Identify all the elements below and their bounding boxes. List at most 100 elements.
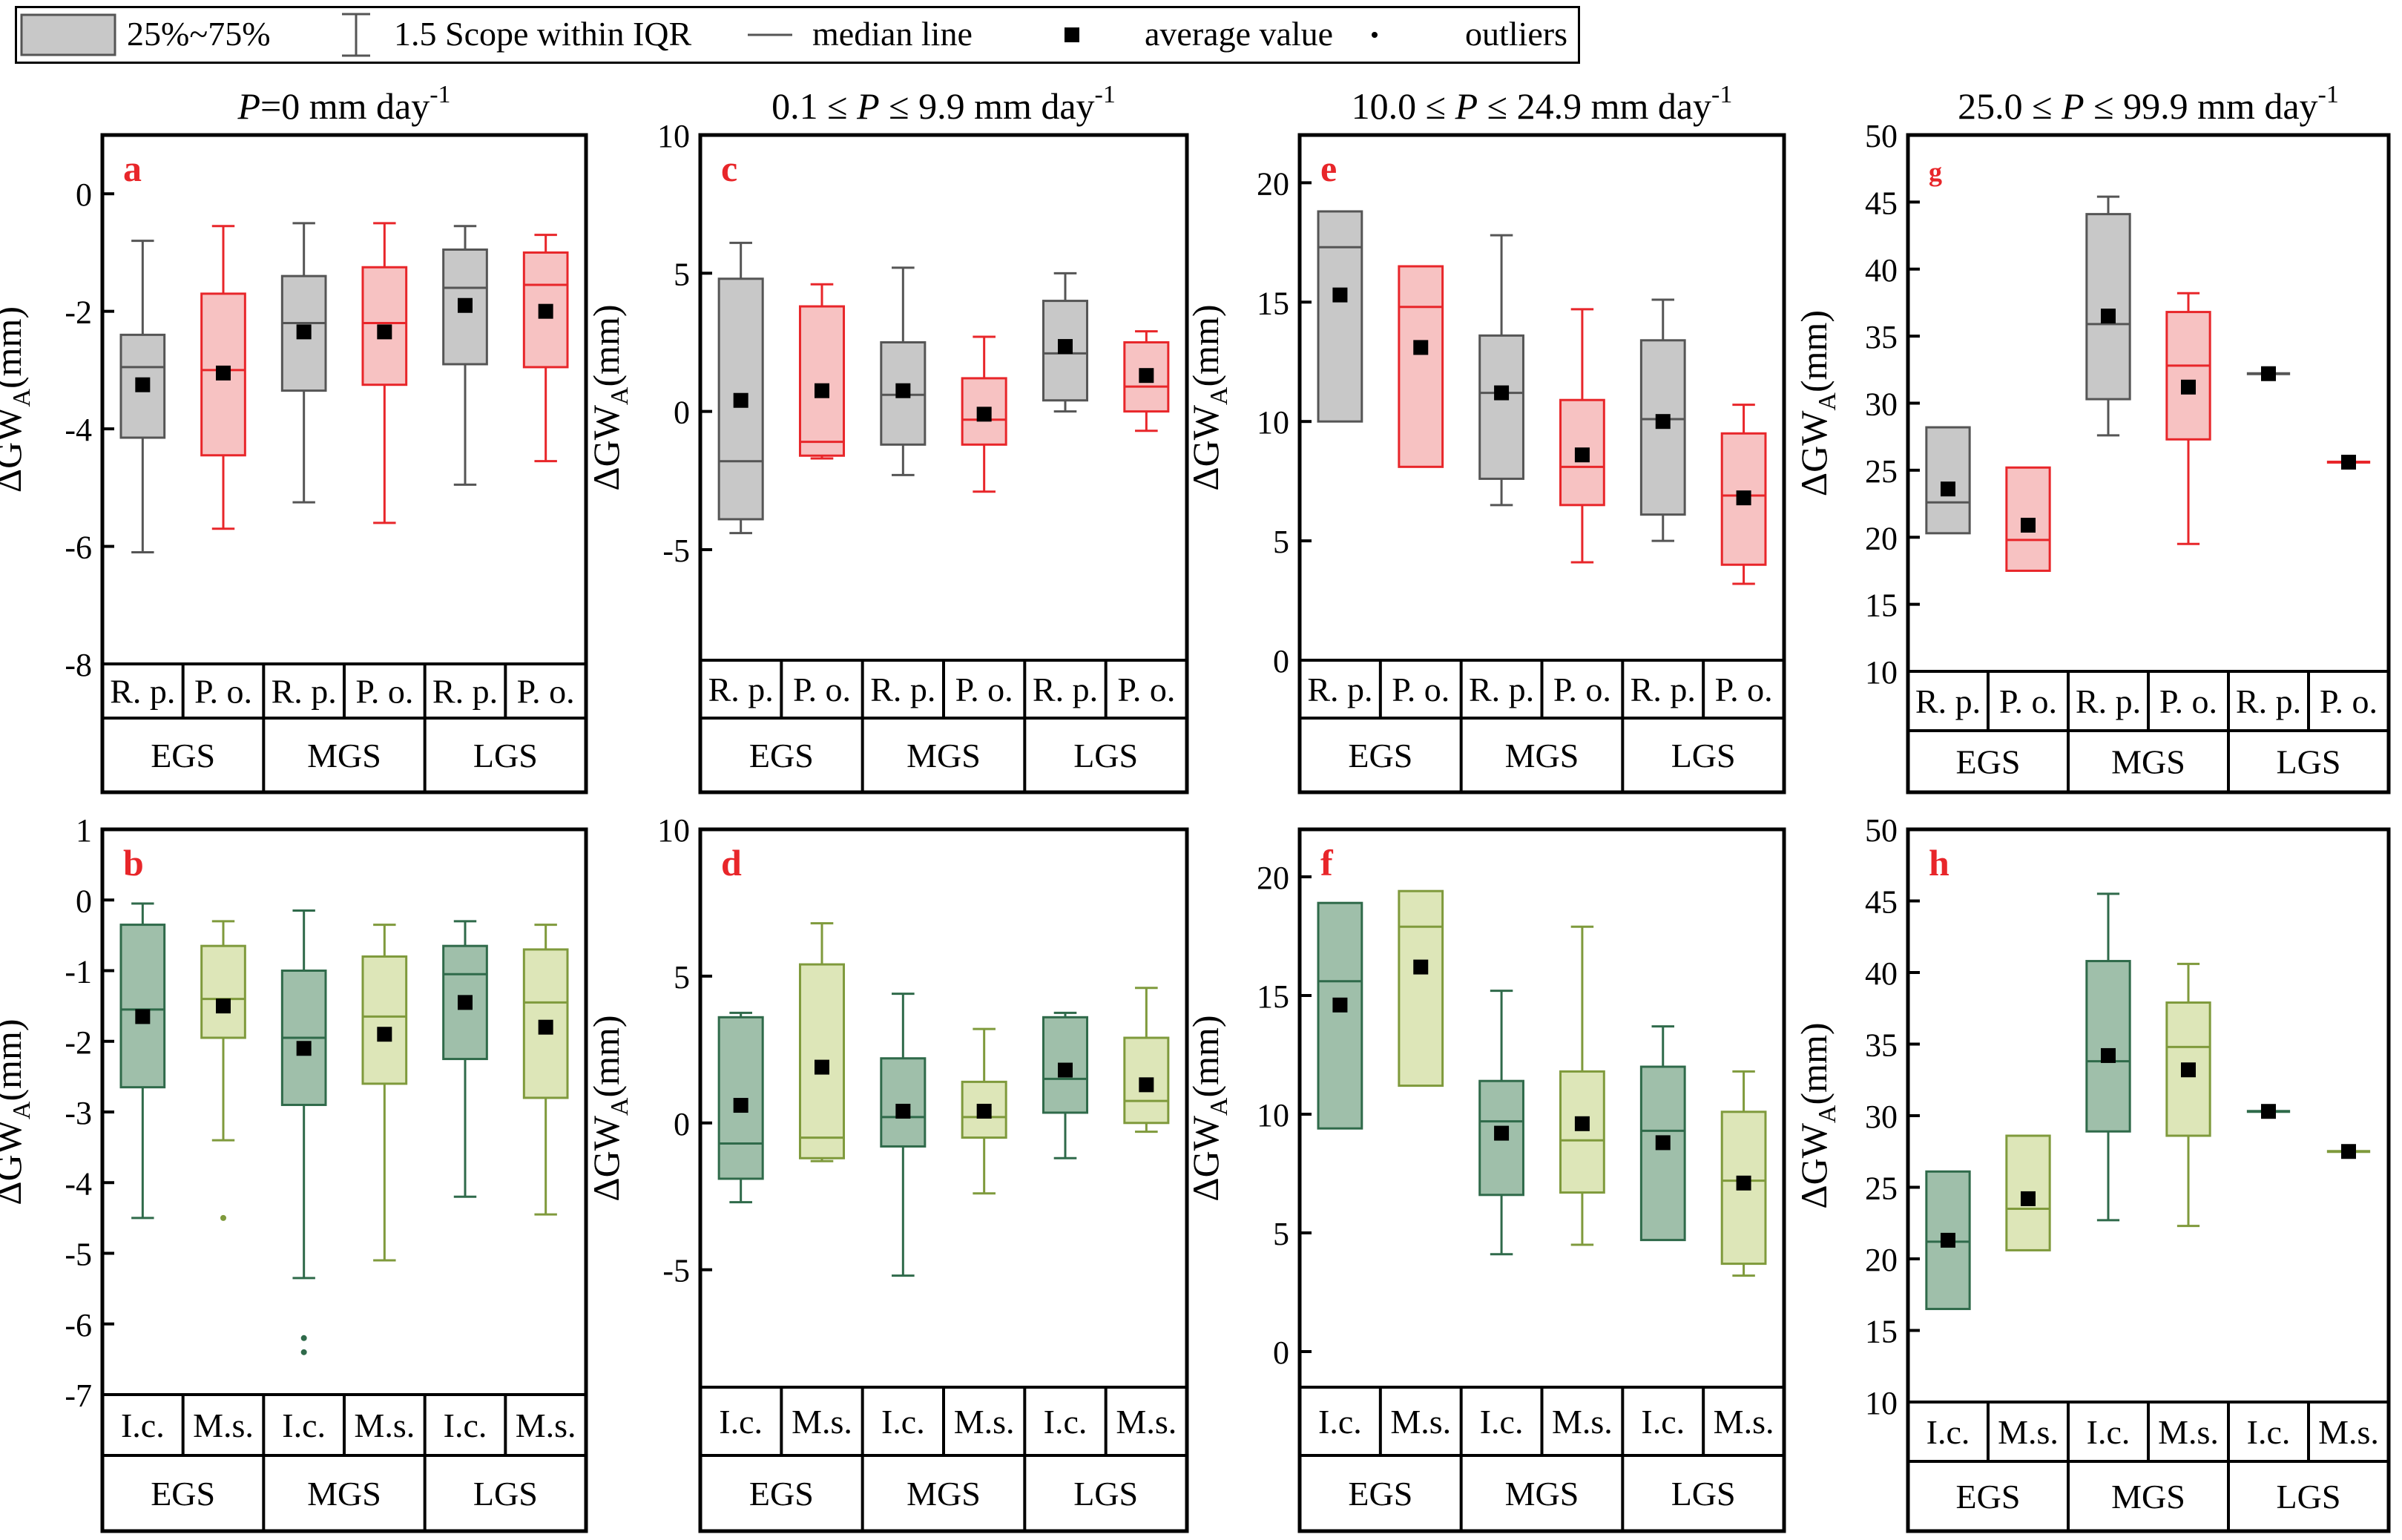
panel-c: 10 5 0 -5 ΔGWA(mm) c R. p. P. o. R. p. P. o. R. p.… bbox=[585, 118, 1189, 794]
mean-marker bbox=[1139, 1077, 1154, 1093]
category-label: M.s. bbox=[792, 1403, 852, 1441]
category-label: P. o. bbox=[517, 673, 575, 711]
box-mgs-0 bbox=[280, 909, 327, 1355]
y-tick-label: 0 bbox=[674, 1106, 690, 1142]
y-tick-label: 15 bbox=[1865, 1314, 1898, 1350]
category-label: I.c. bbox=[444, 1406, 487, 1444]
outlier-point bbox=[300, 1349, 307, 1355]
mean-marker bbox=[135, 377, 151, 392]
group-label: EGS bbox=[749, 737, 814, 774]
y-axis-label: ΔGWA(mm) bbox=[1793, 310, 1841, 496]
y-tick-label: 15 bbox=[1257, 285, 1289, 321]
category-label: I.c. bbox=[719, 1403, 763, 1441]
category-label: R. p. bbox=[1631, 671, 1696, 708]
box-egs-0 bbox=[1925, 1170, 1971, 1311]
category-label: M.s. bbox=[1390, 1403, 1451, 1441]
y-tick-label: 15 bbox=[1865, 588, 1898, 624]
panel-frame bbox=[1906, 827, 2391, 1533]
box-mgs-1 bbox=[361, 924, 408, 1262]
box-lgs-0 bbox=[2246, 1104, 2291, 1119]
category-label: P. o. bbox=[2320, 682, 2378, 720]
y-tick-label: 0 bbox=[1273, 643, 1289, 679]
y-tick-label: 0 bbox=[674, 395, 690, 431]
y-tick-label: 30 bbox=[1865, 1099, 1898, 1135]
mean-marker bbox=[296, 324, 312, 340]
box-egs-1 bbox=[1398, 265, 1444, 468]
box-egs-0 bbox=[717, 1011, 764, 1204]
box-egs-1 bbox=[200, 225, 246, 530]
y-axis-label: ΔGWA(mm) bbox=[0, 306, 36, 493]
mean-marker bbox=[1413, 959, 1429, 975]
mean-marker bbox=[2261, 366, 2276, 381]
mean-marker bbox=[1941, 481, 1955, 497]
category-label: M.s. bbox=[354, 1406, 415, 1444]
panel-b: 1 0 -1 -2 -3 -4 -5 -6 -7 ΔGWA(mm) b I.c. M.s. I.c. M.s… bbox=[0, 812, 588, 1533]
box-mgs-0 bbox=[2085, 195, 2131, 437]
iqr-box bbox=[2085, 960, 2131, 1133]
category-label: I.c. bbox=[2087, 1413, 2130, 1451]
legend-svg: 25%~75% 1.5 Scope within IQR median line… bbox=[20, 13, 1567, 57]
iqr-box bbox=[880, 1057, 927, 1148]
category-label: R. p. bbox=[1469, 671, 1534, 708]
y-tick-label: 20 bbox=[1257, 165, 1289, 202]
category-label: M.s. bbox=[1998, 1413, 2059, 1451]
box-lgs-1 bbox=[522, 924, 569, 1216]
group-label: LGS bbox=[473, 737, 538, 774]
category-label: M.s. bbox=[516, 1406, 576, 1444]
legend-box-label: 25%~75% bbox=[127, 15, 271, 53]
y-axis-label: ΔGWA(mm) bbox=[1185, 1015, 1233, 1201]
y-tick-label: -4 bbox=[65, 412, 92, 448]
y-tick-label: 20 bbox=[1865, 520, 1898, 556]
iqr-box bbox=[1478, 1079, 1524, 1197]
y-tick-label: 0 bbox=[76, 883, 92, 919]
iqr-box bbox=[880, 340, 927, 446]
mean-marker bbox=[1574, 1116, 1590, 1131]
y-tick-label: 10 bbox=[657, 812, 690, 849]
column-titles: P=0 mm day-1 0.1 ≤ P ≤ 9.9 mm day-1 10.0 ≤… bbox=[237, 81, 2338, 127]
category-label: P. o. bbox=[1392, 671, 1450, 708]
panel-f: 20 15 10 5 0 ΔGWA(mm) f I.c. M.s. I.c. M.s. I.c. M.s… bbox=[1185, 827, 1786, 1533]
group-label: EGS bbox=[1348, 737, 1412, 774]
mean-marker bbox=[976, 1103, 992, 1119]
box-lgs-1 bbox=[1720, 1070, 1767, 1277]
box-egs-0 bbox=[717, 241, 764, 535]
category-label: R. p. bbox=[1033, 671, 1098, 708]
y-axis-label: ΔGWA(mm) bbox=[585, 1015, 634, 1201]
y-tick-label: -4 bbox=[65, 1165, 92, 1202]
mean-marker bbox=[2021, 517, 2036, 533]
panel-label: h bbox=[1929, 842, 1949, 883]
box-egs-1 bbox=[200, 920, 246, 1221]
iqr-box bbox=[1042, 300, 1089, 402]
category-label: I.c. bbox=[2247, 1413, 2291, 1451]
legend-box-swatch bbox=[20, 13, 116, 56]
y-tick-label: -5 bbox=[65, 1237, 92, 1273]
y-tick-label: 10 bbox=[1865, 1385, 1898, 1421]
column-title-3: 10.0 ≤ P ≤ 24.9 mm day-1 bbox=[1352, 81, 1733, 127]
group-label: MGS bbox=[906, 737, 981, 774]
category-label: P. o. bbox=[355, 673, 413, 711]
category-label: I.c. bbox=[1480, 1403, 1524, 1441]
y-tick-label: 10 bbox=[1865, 654, 1898, 691]
box-lgs-0 bbox=[1042, 272, 1089, 413]
column-title-2: 0.1 ≤ P ≤ 9.9 mm day-1 bbox=[771, 81, 1116, 127]
mean-marker bbox=[815, 383, 829, 398]
panel-h: 50 45 40 35 30 25 20 15 10 ΔGWA(mm) h I.c. M.s. I.c. M… bbox=[1793, 812, 2391, 1533]
group-label: MGS bbox=[2111, 743, 2185, 781]
panel-frame bbox=[1297, 827, 1786, 1533]
box-egs-0 bbox=[119, 902, 166, 1220]
box-mgs-0 bbox=[880, 266, 927, 476]
group-label: MGS bbox=[906, 1475, 981, 1513]
y-tick-label: -6 bbox=[65, 1307, 92, 1343]
mean-marker bbox=[538, 1019, 553, 1035]
mean-marker bbox=[2261, 1104, 2276, 1119]
y-tick-label: 15 bbox=[1257, 978, 1289, 1015]
mean-marker bbox=[2181, 379, 2196, 395]
y-tick-label: 25 bbox=[1865, 453, 1898, 490]
iqr-box bbox=[717, 277, 764, 521]
category-label: M.s. bbox=[2158, 1413, 2219, 1451]
panel-frame bbox=[100, 827, 588, 1533]
mean-marker bbox=[1736, 1175, 1751, 1191]
iqr-box bbox=[119, 924, 166, 1089]
category-label: I.c. bbox=[881, 1403, 925, 1441]
